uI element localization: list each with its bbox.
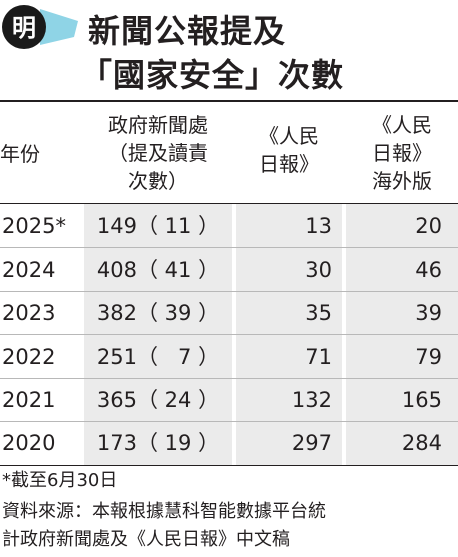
- cell-gov: 382（ 39 ）: [96, 301, 220, 325]
- logo-circle: [2, 5, 46, 49]
- column-header-gov-line-3: 次數）: [128, 169, 188, 193]
- cell-year: 2024: [2, 258, 56, 282]
- cell-peoples-daily: 13: [305, 214, 332, 238]
- column-header-pdo-line-2: 日報》: [372, 141, 432, 165]
- header-divider: [0, 203, 458, 204]
- cell-year: 2023: [2, 301, 56, 325]
- cell-gov: 173（ 19 ）: [96, 431, 220, 455]
- cell-peoples-daily-overseas: 165: [401, 388, 442, 412]
- cell-gov: 408（ 41 ）: [96, 258, 220, 282]
- cell-gov: 251（ 7 ）: [96, 345, 220, 369]
- logo-text: 明: [12, 14, 36, 42]
- table-row: 2023 382（ 39 ） 35 39: [0, 291, 458, 335]
- cell-year: 2021: [2, 388, 56, 412]
- column-header-year: 年份: [0, 142, 40, 166]
- column-header-gov-line-1: 政府新聞處: [108, 113, 208, 137]
- table-row: 2022 251（ 7 ） 71 79: [0, 335, 458, 379]
- footnote-source-line-1: 資料來源：本報根據慧科智能數據平台統: [2, 501, 326, 522]
- header: 明 新聞公報提及 「國家安全」次數: [0, 0, 458, 96]
- table-row: 2024 408（ 41 ） 30 46: [0, 248, 458, 292]
- table-row: 2025* 149（ 11 ） 13 20: [0, 204, 458, 248]
- cell-peoples-daily-overseas: 46: [415, 258, 442, 282]
- row-divider: [0, 291, 458, 292]
- cell-peoples-daily: 35: [305, 301, 332, 325]
- table-row: 2020 173（ 19 ） 297 284: [0, 421, 458, 465]
- cell-peoples-daily: 71: [305, 345, 332, 369]
- row-divider: [0, 334, 458, 335]
- column-header-pdo-line-3: 海外版: [372, 169, 432, 193]
- row-divider: [0, 421, 458, 422]
- column-header-gov: 政府新聞處 （提及讀責 次數）: [84, 111, 232, 195]
- table-top-rule: [0, 100, 458, 102]
- cell-peoples-daily: 30: [305, 258, 332, 282]
- cell-peoples-daily-overseas: 39: [415, 301, 442, 325]
- column-header-peoples-daily-overseas: 《人民 日報》 海外版: [346, 111, 458, 195]
- column-header-gov-line-2: （提及讀責: [108, 141, 208, 165]
- footnote-as-of: *截至6月30日: [2, 470, 118, 491]
- cell-gov: 149（ 11 ）: [96, 214, 220, 238]
- cell-year: 2025*: [2, 214, 66, 238]
- footnote-source-line-2: 計政府新聞處及《人民日報》中文稿: [2, 529, 290, 550]
- row-divider: [0, 247, 458, 248]
- page-title-line-2: 「國家安全」次數: [80, 56, 345, 94]
- logo-accent-shape: [40, 9, 78, 45]
- cell-gov: 365（ 24 ）: [96, 388, 220, 412]
- table-row: 2021 365（ 24 ） 132 165: [0, 378, 458, 422]
- column-header-peoples-daily: 《人民 日報》: [236, 122, 342, 178]
- cell-year: 2022: [2, 345, 56, 369]
- table-bottom-rule: [0, 465, 458, 466]
- cell-peoples-daily: 132: [291, 388, 332, 412]
- cell-peoples-daily-overseas: 284: [401, 431, 442, 455]
- mingpao-logo-icon: 明: [2, 5, 78, 49]
- cell-peoples-daily: 297: [291, 431, 332, 455]
- cell-year: 2020: [2, 431, 56, 455]
- column-header-pdo-line-1: 《人民: [372, 113, 432, 137]
- cell-peoples-daily-overseas: 79: [415, 345, 442, 369]
- column-header-pd-line-2: 日報》: [259, 152, 319, 176]
- column-header-pd-line-1: 《人民: [259, 124, 319, 148]
- row-divider: [0, 378, 458, 379]
- cell-peoples-daily-overseas: 20: [415, 214, 442, 238]
- page-title-line-1: 新聞公報提及: [88, 12, 287, 50]
